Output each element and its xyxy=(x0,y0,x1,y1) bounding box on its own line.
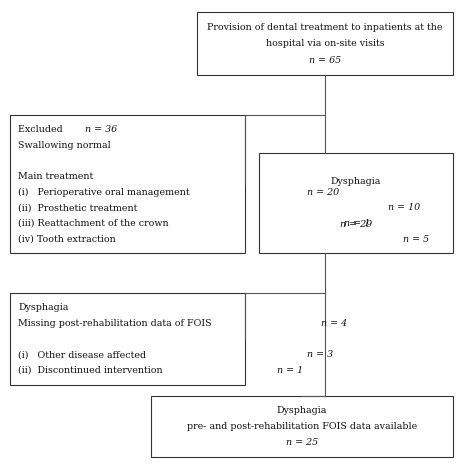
Text: n = 36: n = 36 xyxy=(84,125,117,134)
Text: (i)   Other disease affected: (i) Other disease affected xyxy=(18,350,179,359)
Bar xyxy=(197,12,453,75)
Text: n = 65: n = 65 xyxy=(309,56,341,65)
Text: Main treatment: Main treatment xyxy=(18,172,93,181)
Text: n = 1: n = 1 xyxy=(277,365,303,374)
Text: n = 5: n = 5 xyxy=(403,235,429,244)
Bar xyxy=(9,293,245,384)
Bar xyxy=(9,115,245,254)
Text: Dysphagia: Dysphagia xyxy=(18,303,68,312)
Text: Dysphagia: Dysphagia xyxy=(277,406,327,415)
Text: Missing post-rehabilitation data of FOIS: Missing post-rehabilitation data of FOIS xyxy=(18,319,215,328)
Text: n = 25: n = 25 xyxy=(286,438,318,447)
Text: n = 1: n = 1 xyxy=(344,219,370,228)
Text: n = 10: n = 10 xyxy=(388,203,420,212)
Text: n = 20: n = 20 xyxy=(307,188,339,197)
Text: Excluded: Excluded xyxy=(18,125,66,134)
Text: n = 3: n = 3 xyxy=(307,350,333,359)
Bar xyxy=(259,153,453,254)
Text: n = 4: n = 4 xyxy=(321,319,347,328)
Text: pre- and post-rehabilitation FOIS data available: pre- and post-rehabilitation FOIS data a… xyxy=(187,422,417,431)
Text: (iii) Reattachment of the crown: (iii) Reattachment of the crown xyxy=(18,219,208,228)
Bar xyxy=(151,396,453,457)
Text: (i)   Perioperative oral management: (i) Perioperative oral management xyxy=(18,188,201,197)
Text: Dysphagia: Dysphagia xyxy=(331,177,381,186)
Text: hospital via on-site visits: hospital via on-site visits xyxy=(265,39,384,48)
Text: n = 29: n = 29 xyxy=(340,220,372,229)
Text: Swallowing normal: Swallowing normal xyxy=(18,141,111,150)
Text: (ii)  Discontinued intervention: (ii) Discontinued intervention xyxy=(18,365,174,374)
Text: (iv) Tooth extraction: (iv) Tooth extraction xyxy=(18,235,209,244)
Text: Provision of dental treatment to inpatients at the: Provision of dental treatment to inpatie… xyxy=(207,23,443,32)
Text: (ii)  Prosthetic treatment: (ii) Prosthetic treatment xyxy=(18,203,210,212)
